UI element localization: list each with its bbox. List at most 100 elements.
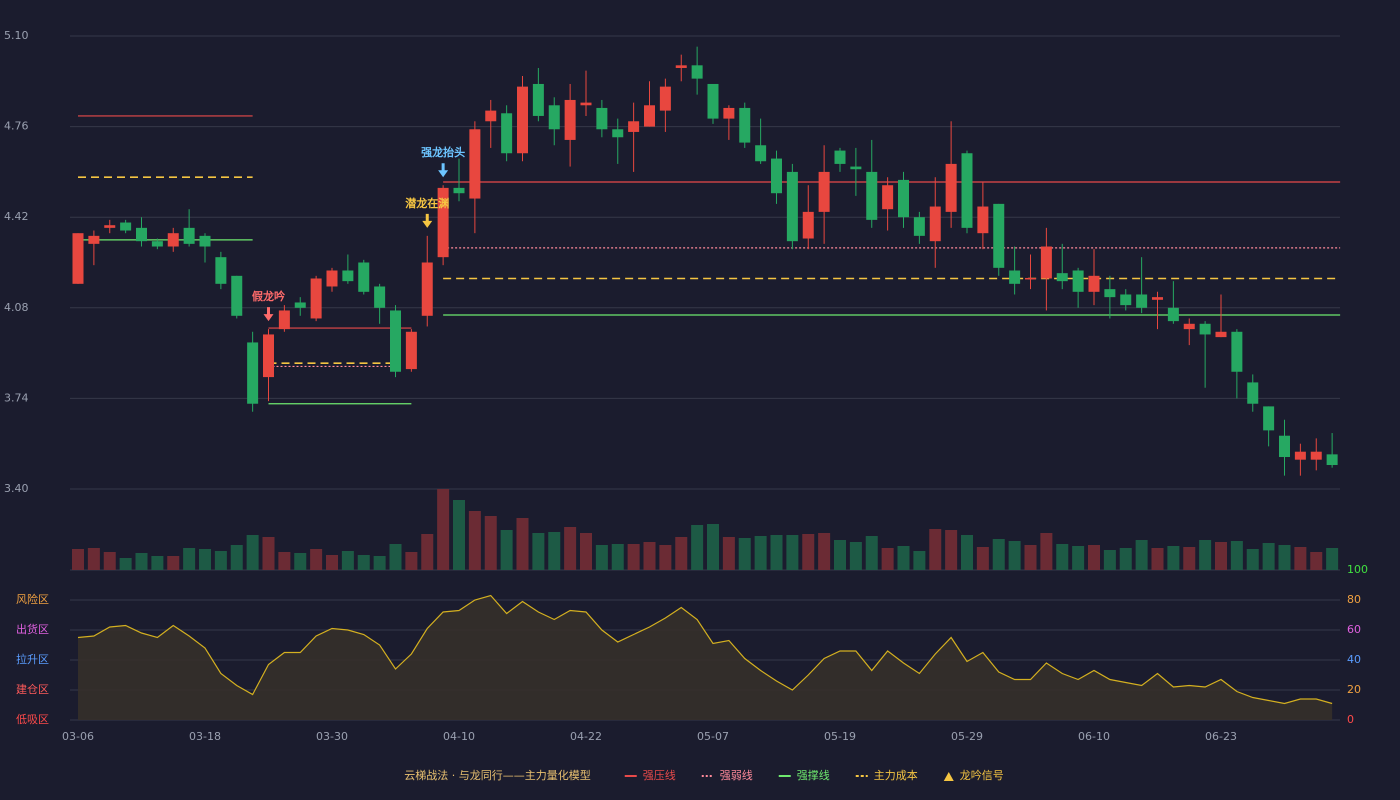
volume-bar [1262, 543, 1275, 570]
volume-bar [405, 552, 418, 570]
candle-body [596, 107, 608, 130]
volume-bar [976, 547, 989, 570]
zone-label: 拉升区 [16, 652, 49, 666]
x-tick-label: 06-10 [1078, 730, 1110, 743]
volume-bar [580, 533, 592, 570]
candle-body [580, 102, 592, 106]
volume-bar [468, 511, 481, 570]
candle-body [1167, 307, 1179, 322]
candle-body [834, 150, 846, 164]
volume-bar [1056, 544, 1069, 570]
volume-bar [707, 524, 719, 570]
volume-bar [595, 545, 608, 570]
volume-bar [278, 552, 291, 570]
candle-body [1056, 273, 1068, 282]
volume-bar [1040, 533, 1053, 570]
volume-bar [484, 516, 497, 570]
volume-bar [643, 542, 656, 570]
volume-bar [691, 525, 704, 570]
volume-bar [1183, 547, 1196, 570]
candle-body [929, 206, 941, 242]
candle-body [390, 310, 401, 372]
candle-body [199, 235, 211, 247]
candle-body [1072, 270, 1084, 292]
candle-body [1263, 406, 1275, 431]
candle-body [675, 65, 687, 68]
candle-body [485, 110, 497, 122]
volume-bar [1135, 540, 1148, 570]
candle-body [120, 222, 132, 231]
volume-bar [929, 529, 942, 570]
volume-bar [516, 518, 529, 570]
candle-body [310, 278, 322, 319]
candle-body [136, 227, 147, 242]
volume-bar [1310, 552, 1323, 570]
volume-bar [961, 535, 973, 570]
candle-body [1136, 294, 1148, 308]
volume-bar [72, 549, 84, 570]
candle-body [374, 286, 386, 308]
candle-body [739, 107, 751, 143]
candle-body [405, 331, 417, 370]
volume-bar [310, 549, 323, 570]
volume-bar [1103, 550, 1116, 570]
candle-body [1152, 297, 1163, 300]
x-tick-label: 05-07 [697, 730, 729, 743]
candle-body [517, 86, 528, 154]
candle-body [548, 105, 560, 130]
candle-body [723, 107, 735, 119]
candle-body [659, 86, 671, 111]
volume-bar [1072, 546, 1085, 570]
y-tick-label: 3.40 [4, 482, 29, 495]
x-tick-label: 03-18 [189, 730, 221, 743]
candle-body [850, 166, 862, 170]
volume-bar [294, 553, 307, 570]
volume-bar [786, 535, 799, 570]
candle-body [1183, 323, 1195, 330]
volume-bar [373, 556, 386, 570]
candle-body [802, 211, 814, 239]
candle-body [1247, 382, 1259, 404]
y-tick-label: 5.10 [4, 29, 29, 42]
candle-body [866, 171, 878, 220]
volume-bar [722, 537, 735, 570]
signal-arrow [263, 307, 274, 322]
volume-bar [183, 548, 196, 570]
volume-bar [357, 555, 370, 570]
volume-bar [389, 544, 402, 570]
volume-bar [230, 545, 243, 570]
candle-body [104, 225, 116, 228]
candle-body [1104, 289, 1116, 298]
volume-bar [87, 548, 100, 570]
candle-body [1231, 331, 1243, 372]
candle-body [421, 262, 433, 316]
legend-label: 强撑线 [797, 768, 830, 782]
zone-label: 建仓区 [16, 682, 49, 696]
volume-bar [1088, 545, 1100, 570]
signal-label: 假龙吟 [252, 289, 285, 303]
candle-body [437, 187, 449, 258]
volume-bar [1024, 545, 1037, 570]
volume-bar [770, 535, 783, 570]
candle-body [644, 105, 655, 127]
candle-body [771, 158, 782, 194]
volume-bar [167, 556, 180, 570]
legend-symbol [943, 772, 954, 781]
volume-bar [199, 549, 211, 570]
x-tick-label: 04-22 [570, 730, 602, 743]
volume-bar [1119, 548, 1132, 570]
candle-body [1215, 331, 1227, 338]
volume-bar [1151, 548, 1164, 570]
indicator-tick-label: 60 [1347, 623, 1361, 636]
volume-bar [119, 558, 132, 570]
volume-bar [659, 545, 672, 570]
volume-bar [453, 500, 465, 570]
volume-bar [897, 546, 910, 570]
indicator-tick-label: 0 [1347, 713, 1354, 726]
volume-bar [945, 530, 958, 570]
candle-body [691, 65, 703, 79]
volume-bar [1215, 542, 1227, 570]
volume-bar [1278, 545, 1291, 570]
volume-bar [738, 538, 751, 570]
